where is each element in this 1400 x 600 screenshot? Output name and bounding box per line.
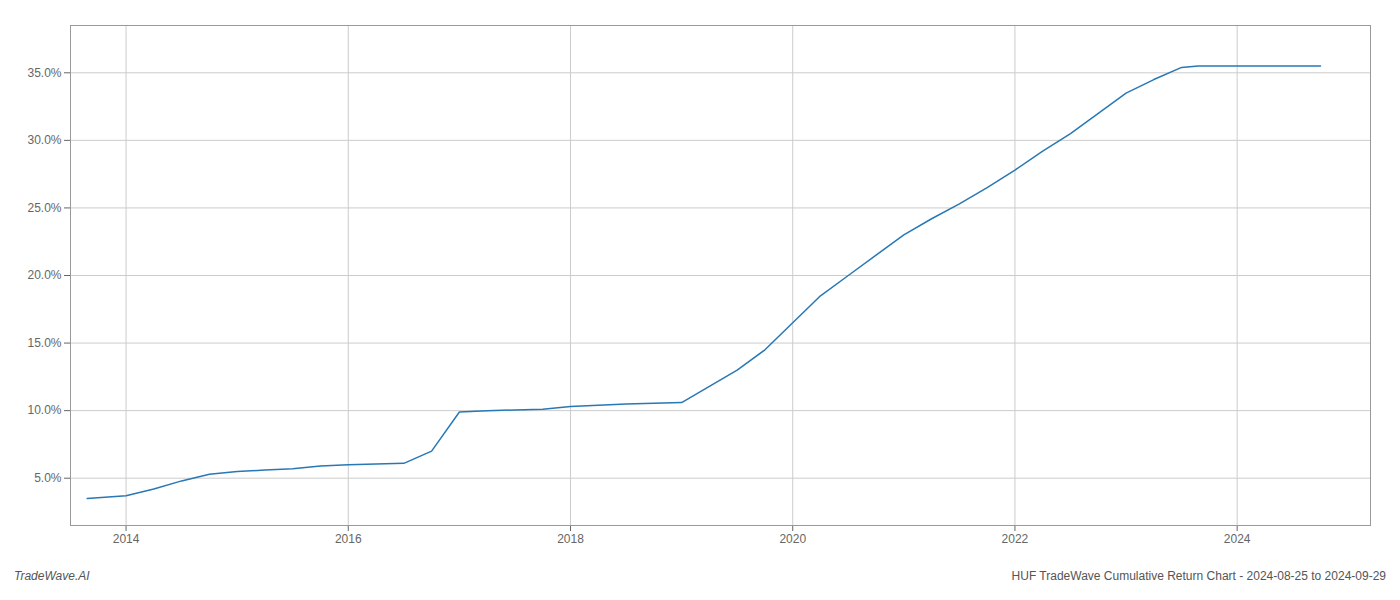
svg-text:10.0%: 10.0% (27, 403, 61, 417)
svg-text:15.0%: 15.0% (27, 336, 61, 350)
html-text:HUF TradeWave Cumulative Retur: HUF TradeWave Cumulative Return Chart - … (1011, 569, 1386, 583)
svg-text:25.0%: 25.0% (27, 201, 61, 215)
svg-text:20.0%: 20.0% (27, 268, 61, 282)
svg-text:2016: 2016 (335, 532, 362, 546)
svg-text:2014: 2014 (113, 532, 140, 546)
svg-text:2020: 2020 (779, 532, 806, 546)
svg-text:2018: 2018 (557, 532, 584, 546)
svg-text:2022: 2022 (1002, 532, 1029, 546)
svg-text:5.0%: 5.0% (34, 471, 62, 485)
svg-text:35.0%: 35.0% (27, 66, 61, 80)
html-text:TradeWave.AI: TradeWave.AI (14, 569, 90, 583)
svg-text:2024: 2024 (1224, 532, 1251, 546)
svg-text:30.0%: 30.0% (27, 133, 61, 147)
